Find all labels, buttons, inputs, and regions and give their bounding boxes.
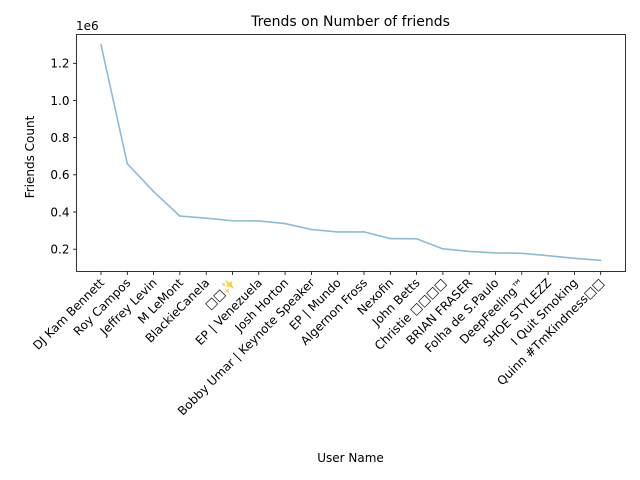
- y-offset-label: 1e6: [76, 19, 99, 33]
- y-tick-label: 0.8: [50, 131, 69, 145]
- series-line: [100, 44, 601, 262]
- y-axis-label: Friends Count: [23, 115, 37, 198]
- data-point: [205, 217, 207, 219]
- data-point: [126, 162, 129, 165]
- data-point: [363, 231, 365, 233]
- data-point: [599, 259, 602, 262]
- y-tick-label: 0.2: [50, 242, 69, 256]
- x-axis-label: User Name: [317, 451, 384, 465]
- data-point: [152, 190, 155, 193]
- data-point: [231, 219, 234, 222]
- data-point: [258, 220, 260, 222]
- data-point: [442, 248, 444, 250]
- chart-title: Trends on Number of friends: [250, 14, 450, 30]
- data-point: [284, 222, 286, 225]
- data-point: [310, 228, 313, 231]
- y-tick-label: 1.0: [50, 94, 69, 108]
- data-point: [415, 237, 418, 240]
- data-point: [336, 231, 339, 233]
- plot-frame: [76, 34, 626, 272]
- data-point: [389, 237, 392, 240]
- data-point: [573, 257, 576, 260]
- data-point: [468, 250, 471, 253]
- data-point: [179, 215, 181, 217]
- y-tick-label: 1.2: [50, 57, 69, 71]
- data-point: [521, 252, 523, 255]
- y-tick-label: 0.4: [50, 205, 69, 219]
- y-tick-label: 0.6: [50, 168, 69, 182]
- data-point: [547, 254, 549, 257]
- data-point: [494, 252, 497, 254]
- data-point: [100, 43, 102, 46]
